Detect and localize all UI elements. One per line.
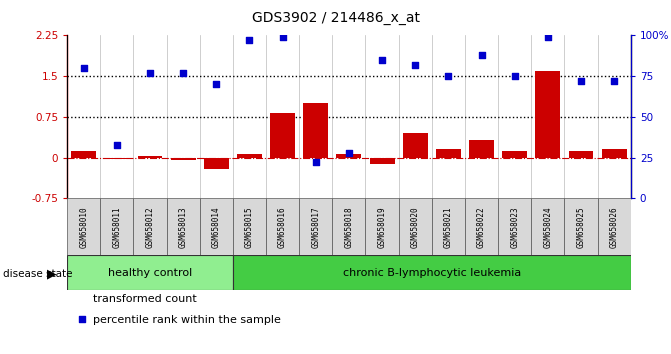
Text: GSM658019: GSM658019 — [378, 207, 386, 249]
Bar — [303, 103, 328, 158]
Point — [509, 73, 520, 79]
Bar — [564, 198, 598, 255]
Bar — [465, 198, 498, 255]
Point — [277, 34, 288, 40]
Bar — [237, 154, 262, 158]
Text: GSM658010: GSM658010 — [79, 207, 88, 249]
Point — [178, 70, 189, 76]
Text: ▶: ▶ — [48, 268, 57, 281]
Point — [77, 316, 87, 321]
Bar — [138, 156, 162, 158]
Bar — [602, 149, 627, 158]
Bar — [498, 198, 531, 255]
Bar — [166, 198, 200, 255]
Text: GSM658018: GSM658018 — [344, 207, 354, 249]
Bar — [332, 198, 366, 255]
Bar — [568, 151, 593, 158]
Bar — [299, 198, 332, 255]
Bar — [204, 158, 229, 170]
Point — [476, 52, 487, 58]
Text: transformed count: transformed count — [93, 294, 197, 304]
Text: GSM658016: GSM658016 — [278, 207, 287, 249]
Bar — [436, 149, 461, 158]
Text: GSM658013: GSM658013 — [178, 207, 188, 249]
Point — [576, 78, 586, 84]
Text: chronic B-lymphocytic leukemia: chronic B-lymphocytic leukemia — [343, 268, 521, 278]
Text: GSM658011: GSM658011 — [112, 207, 121, 249]
Bar — [67, 255, 233, 290]
Point — [211, 81, 221, 87]
Bar — [233, 255, 631, 290]
Bar — [531, 198, 564, 255]
Bar — [432, 198, 465, 255]
Bar — [170, 158, 195, 160]
Bar — [469, 140, 494, 158]
Bar — [100, 198, 134, 255]
Point — [79, 65, 89, 71]
Text: GSM658022: GSM658022 — [477, 207, 486, 249]
Text: GSM658024: GSM658024 — [544, 207, 552, 249]
Text: GSM658012: GSM658012 — [146, 207, 154, 249]
Bar — [67, 198, 100, 255]
Bar — [71, 151, 96, 158]
Point — [311, 160, 321, 165]
Text: GSM658025: GSM658025 — [576, 207, 586, 249]
Point — [609, 78, 619, 84]
Bar — [233, 198, 266, 255]
Text: GSM658014: GSM658014 — [212, 207, 221, 249]
Bar — [403, 133, 427, 158]
Text: percentile rank within the sample: percentile rank within the sample — [93, 315, 280, 325]
Text: GSM658021: GSM658021 — [444, 207, 453, 249]
Point — [111, 142, 122, 147]
Bar — [105, 158, 130, 159]
Bar — [503, 151, 527, 158]
Bar — [200, 198, 233, 255]
Point — [145, 70, 156, 76]
Text: GSM658017: GSM658017 — [311, 207, 320, 249]
Point — [376, 57, 387, 63]
Point — [344, 150, 354, 155]
Bar — [366, 198, 399, 255]
Text: GSM658020: GSM658020 — [411, 207, 420, 249]
Point — [443, 73, 454, 79]
Text: GSM658026: GSM658026 — [610, 207, 619, 249]
Bar — [598, 198, 631, 255]
Point — [410, 62, 421, 68]
Bar — [336, 154, 362, 158]
Bar — [399, 198, 432, 255]
Text: disease state: disease state — [3, 269, 73, 279]
Text: GSM658023: GSM658023 — [510, 207, 519, 249]
Point — [542, 34, 553, 40]
Text: healthy control: healthy control — [108, 268, 192, 278]
Text: GSM658015: GSM658015 — [245, 207, 254, 249]
Bar — [134, 198, 166, 255]
Bar — [266, 198, 299, 255]
Text: GDS3902 / 214486_x_at: GDS3902 / 214486_x_at — [252, 11, 419, 25]
Bar — [535, 71, 560, 158]
Bar — [370, 158, 395, 164]
Point — [244, 38, 255, 43]
Bar — [270, 113, 295, 158]
